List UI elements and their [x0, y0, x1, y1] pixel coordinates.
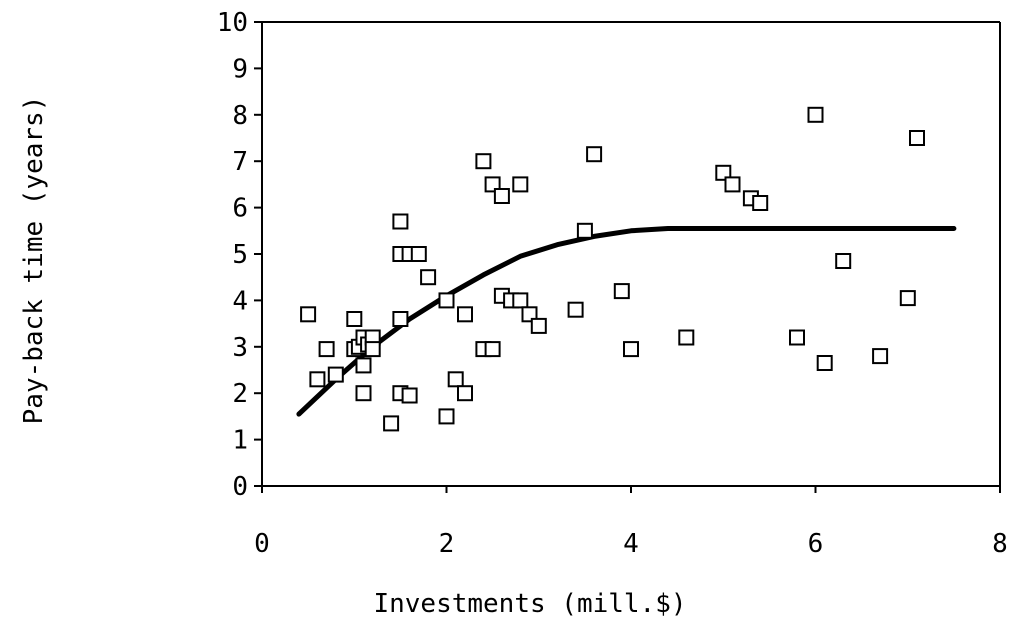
data-point: [807, 106, 824, 123]
data-point: [364, 341, 381, 358]
y-tick-label: 10: [217, 8, 248, 38]
data-point: [438, 408, 455, 425]
data-point: [493, 188, 510, 204]
x-axis-title: Investments (mill.$): [373, 589, 686, 619]
data-point: [613, 283, 630, 300]
data-point: [909, 130, 925, 146]
y-tick-label: 2: [232, 379, 248, 409]
data-point: [576, 222, 593, 239]
x-tick-label: 2: [439, 529, 455, 559]
data-point: [309, 371, 326, 388]
data-point: [410, 246, 427, 262]
y-tick-label: 0: [232, 472, 248, 502]
data-point: [355, 357, 372, 374]
data-point: [401, 387, 418, 404]
x-tick-label: 8: [992, 529, 1008, 559]
data-point: [789, 329, 805, 346]
x-tick-label: 4: [623, 529, 639, 559]
data-point: [816, 355, 833, 371]
data-point: [484, 176, 501, 193]
data-point: [872, 348, 889, 365]
data-point: [724, 176, 741, 193]
data-point: [475, 153, 492, 170]
y-ticks: 0 1 2 3 4 5 6 7 8 9 10: [217, 8, 262, 502]
data-point: [383, 415, 400, 432]
x-tick-label: 6: [808, 529, 824, 559]
data-point: [678, 329, 695, 346]
data-point: [457, 306, 473, 323]
y-tick-label: 5: [232, 240, 248, 270]
data-point: [899, 290, 916, 307]
data-point: [392, 311, 409, 327]
data-point: [457, 385, 473, 402]
y-axis: 0 1 2 3 4 5 6 7 8 9 10: [217, 8, 263, 502]
data-point: [318, 341, 335, 358]
x-ticks: 0 2 4 6 8: [254, 486, 1008, 559]
y-axis-title: Pay-back time (years): [19, 96, 49, 425]
data-point: [346, 311, 363, 327]
data-point: [835, 253, 852, 269]
data-point: [420, 269, 437, 286]
data-point: [327, 366, 344, 383]
data-point: [512, 176, 529, 193]
data-points: [300, 106, 925, 432]
y-tick-label: 8: [232, 101, 248, 131]
y-tick-label: 4: [232, 286, 248, 316]
y-tick-label: 6: [232, 194, 248, 224]
x-tick-label: 0: [254, 529, 270, 559]
y-tick-label: 9: [232, 54, 248, 84]
x-axis: 0 2 4 6 8: [254, 485, 1008, 559]
data-point: [484, 341, 501, 358]
data-point: [392, 213, 409, 230]
y-tick-label: 7: [232, 147, 248, 177]
data-point: [438, 292, 455, 309]
data-point: [530, 317, 547, 334]
data-point: [752, 195, 769, 211]
data-point: [521, 306, 538, 323]
data-point: [623, 341, 639, 358]
plot-frame: [262, 21, 1001, 486]
y-tick-label: 3: [232, 333, 248, 363]
data-point: [512, 292, 529, 309]
y-tick-label: 1: [232, 426, 248, 456]
data-point: [715, 164, 732, 181]
data-point: [300, 306, 317, 323]
data-point: [355, 385, 372, 402]
data-point: [586, 146, 603, 163]
trend-line: [296, 226, 957, 417]
data-point: [447, 371, 464, 388]
data-point: [567, 301, 584, 318]
